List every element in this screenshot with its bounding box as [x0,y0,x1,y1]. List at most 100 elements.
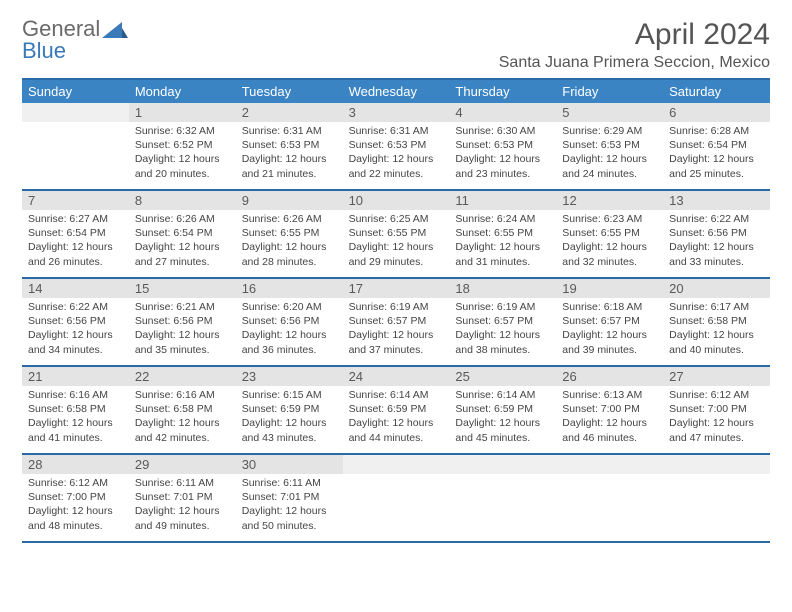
day-cell: 2Sunrise: 6:31 AMSunset: 6:53 PMDaylight… [236,103,343,189]
day-body: Sunrise: 6:12 AMSunset: 7:00 PMDaylight:… [663,386,770,449]
daylight-text: Daylight: 12 hours and 29 minutes. [349,240,444,268]
day-body: Sunrise: 6:14 AMSunset: 6:59 PMDaylight:… [343,386,450,449]
day-number: 6 [663,103,770,122]
day-number: 24 [343,367,450,386]
sunset-text: Sunset: 7:00 PM [562,402,657,416]
day-number: 18 [449,279,556,298]
day-cell: 5Sunrise: 6:29 AMSunset: 6:53 PMDaylight… [556,103,663,189]
daylight-text: Daylight: 12 hours and 32 minutes. [562,240,657,268]
sunset-text: Sunset: 6:58 PM [135,402,230,416]
day-body: Sunrise: 6:12 AMSunset: 7:00 PMDaylight:… [22,474,129,537]
weekday-fri: Friday [556,80,663,103]
daylight-text: Daylight: 12 hours and 20 minutes. [135,152,230,180]
sunrise-text: Sunrise: 6:11 AM [242,476,337,490]
month-title: April 2024 [499,18,770,52]
sunset-text: Sunset: 6:54 PM [28,226,123,240]
day-cell: 9Sunrise: 6:26 AMSunset: 6:55 PMDaylight… [236,191,343,277]
day-body: Sunrise: 6:24 AMSunset: 6:55 PMDaylight:… [449,210,556,273]
daylight-text: Daylight: 12 hours and 26 minutes. [28,240,123,268]
sunrise-text: Sunrise: 6:22 AM [669,212,764,226]
daylight-text: Daylight: 12 hours and 33 minutes. [669,240,764,268]
calendar: Sunday Monday Tuesday Wednesday Thursday… [22,78,770,543]
day-number: 25 [449,367,556,386]
weekday-row: Sunday Monday Tuesday Wednesday Thursday… [22,80,770,103]
day-number: 12 [556,191,663,210]
weeks-container: 1Sunrise: 6:32 AMSunset: 6:52 PMDaylight… [22,103,770,543]
daylight-text: Daylight: 12 hours and 45 minutes. [455,416,550,444]
day-body: Sunrise: 6:25 AMSunset: 6:55 PMDaylight:… [343,210,450,273]
sunrise-text: Sunrise: 6:22 AM [28,300,123,314]
day-number: 13 [663,191,770,210]
sunset-text: Sunset: 6:59 PM [455,402,550,416]
day-cell: 27Sunrise: 6:12 AMSunset: 7:00 PMDayligh… [663,367,770,453]
day-number: 7 [22,191,129,210]
title-block: April 2024 Santa Juana Primera Seccion, … [499,18,770,72]
sunrise-text: Sunrise: 6:23 AM [562,212,657,226]
day-number [663,455,770,474]
day-cell: 3Sunrise: 6:31 AMSunset: 6:53 PMDaylight… [343,103,450,189]
daylight-text: Daylight: 12 hours and 48 minutes. [28,504,123,532]
sunset-text: Sunset: 6:57 PM [349,314,444,328]
daylight-text: Daylight: 12 hours and 40 minutes. [669,328,764,356]
daylight-text: Daylight: 12 hours and 49 minutes. [135,504,230,532]
day-number: 20 [663,279,770,298]
sunrise-text: Sunrise: 6:14 AM [349,388,444,402]
daylight-text: Daylight: 12 hours and 39 minutes. [562,328,657,356]
day-cell: 30Sunrise: 6:11 AMSunset: 7:01 PMDayligh… [236,455,343,541]
sunrise-text: Sunrise: 6:19 AM [349,300,444,314]
sunset-text: Sunset: 6:57 PM [562,314,657,328]
daylight-text: Daylight: 12 hours and 42 minutes. [135,416,230,444]
sunrise-text: Sunrise: 6:30 AM [455,124,550,138]
logo: General Blue [22,18,128,62]
day-number: 22 [129,367,236,386]
sunrise-text: Sunrise: 6:14 AM [455,388,550,402]
sunset-text: Sunset: 6:56 PM [135,314,230,328]
week-row: 14Sunrise: 6:22 AMSunset: 6:56 PMDayligh… [22,279,770,367]
weekday-sat: Saturday [663,80,770,103]
daylight-text: Daylight: 12 hours and 43 minutes. [242,416,337,444]
sunrise-text: Sunrise: 6:12 AM [669,388,764,402]
day-body: Sunrise: 6:16 AMSunset: 6:58 PMDaylight:… [22,386,129,449]
daylight-text: Daylight: 12 hours and 28 minutes. [242,240,337,268]
week-row: 28Sunrise: 6:12 AMSunset: 7:00 PMDayligh… [22,455,770,543]
sunrise-text: Sunrise: 6:24 AM [455,212,550,226]
day-cell: 13Sunrise: 6:22 AMSunset: 6:56 PMDayligh… [663,191,770,277]
sunset-text: Sunset: 6:53 PM [349,138,444,152]
sunrise-text: Sunrise: 6:20 AM [242,300,337,314]
day-body: Sunrise: 6:15 AMSunset: 6:59 PMDaylight:… [236,386,343,449]
day-cell: 24Sunrise: 6:14 AMSunset: 6:59 PMDayligh… [343,367,450,453]
sunrise-text: Sunrise: 6:31 AM [242,124,337,138]
daylight-text: Daylight: 12 hours and 41 minutes. [28,416,123,444]
day-cell: 29Sunrise: 6:11 AMSunset: 7:01 PMDayligh… [129,455,236,541]
sunset-text: Sunset: 6:59 PM [349,402,444,416]
sunrise-text: Sunrise: 6:19 AM [455,300,550,314]
day-body: Sunrise: 6:26 AMSunset: 6:55 PMDaylight:… [236,210,343,273]
sunrise-text: Sunrise: 6:26 AM [242,212,337,226]
weekday-thu: Thursday [449,80,556,103]
day-number: 11 [449,191,556,210]
day-cell: 21Sunrise: 6:16 AMSunset: 6:58 PMDayligh… [22,367,129,453]
day-cell: 14Sunrise: 6:22 AMSunset: 6:56 PMDayligh… [22,279,129,365]
sunset-text: Sunset: 6:58 PM [669,314,764,328]
day-number: 28 [22,455,129,474]
sunset-text: Sunset: 6:54 PM [669,138,764,152]
daylight-text: Daylight: 12 hours and 47 minutes. [669,416,764,444]
day-number [22,103,129,122]
daylight-text: Daylight: 12 hours and 50 minutes. [242,504,337,532]
day-cell: 7Sunrise: 6:27 AMSunset: 6:54 PMDaylight… [22,191,129,277]
day-body: Sunrise: 6:20 AMSunset: 6:56 PMDaylight:… [236,298,343,361]
day-body: Sunrise: 6:16 AMSunset: 6:58 PMDaylight:… [129,386,236,449]
day-body: Sunrise: 6:30 AMSunset: 6:53 PMDaylight:… [449,122,556,185]
day-number [343,455,450,474]
day-cell: 6Sunrise: 6:28 AMSunset: 6:54 PMDaylight… [663,103,770,189]
day-number: 23 [236,367,343,386]
day-number: 3 [343,103,450,122]
sunset-text: Sunset: 6:52 PM [135,138,230,152]
sunrise-text: Sunrise: 6:32 AM [135,124,230,138]
day-cell: 11Sunrise: 6:24 AMSunset: 6:55 PMDayligh… [449,191,556,277]
week-row: 7Sunrise: 6:27 AMSunset: 6:54 PMDaylight… [22,191,770,279]
day-cell: 12Sunrise: 6:23 AMSunset: 6:55 PMDayligh… [556,191,663,277]
sunrise-text: Sunrise: 6:16 AM [135,388,230,402]
day-cell [449,455,556,541]
sunrise-text: Sunrise: 6:17 AM [669,300,764,314]
